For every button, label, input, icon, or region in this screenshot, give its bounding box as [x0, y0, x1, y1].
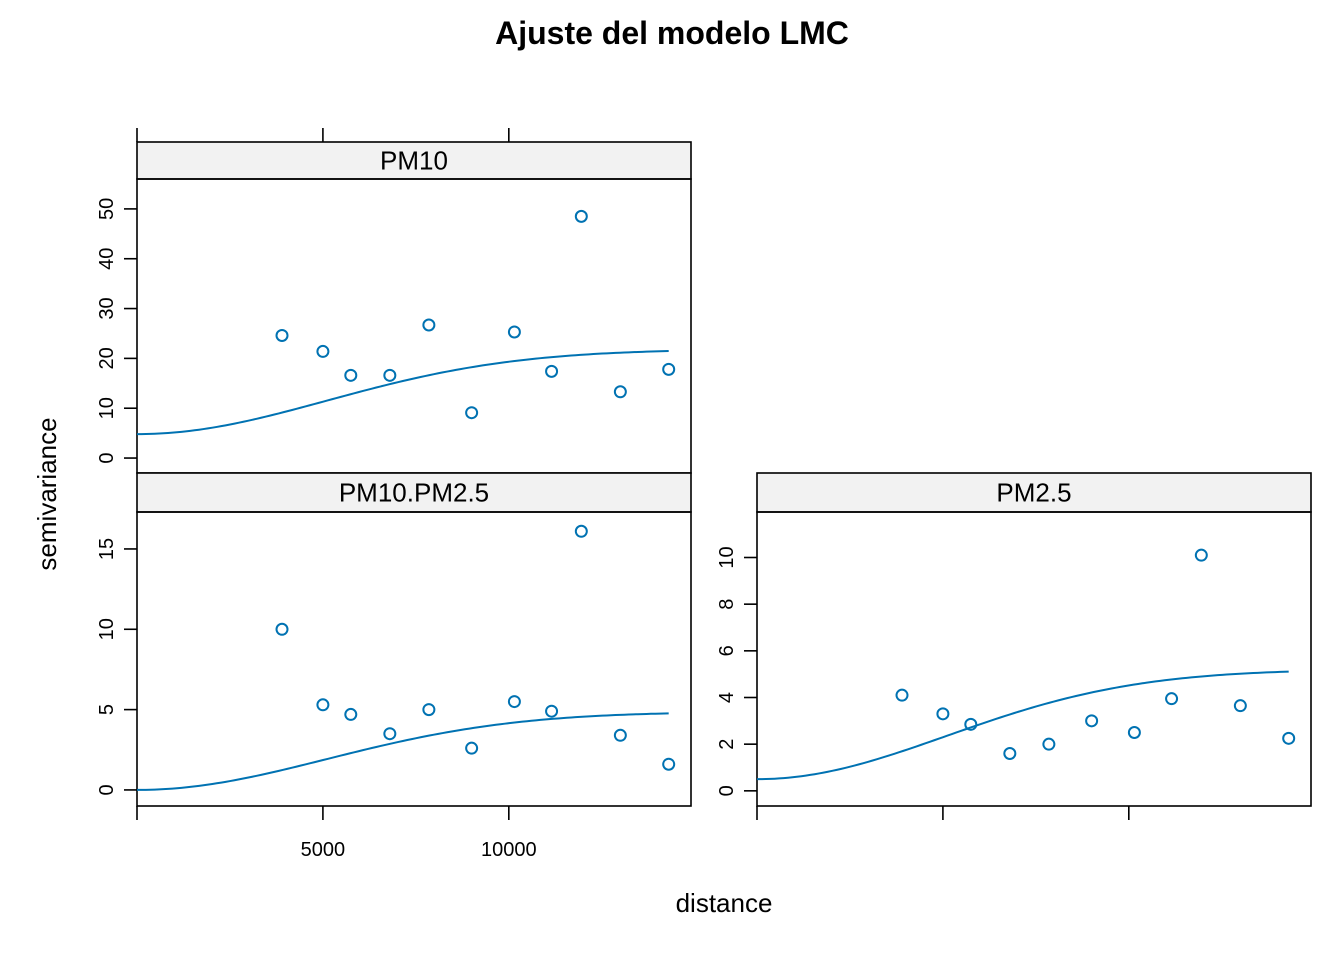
data-point — [316, 698, 330, 712]
data-point — [574, 209, 588, 223]
data-point — [465, 406, 479, 420]
data-point — [344, 368, 358, 382]
data-point — [316, 344, 330, 358]
y-tick-label: 40 — [96, 248, 118, 270]
y-tick-label: 10 — [716, 546, 738, 568]
y-tick-label: 4 — [716, 692, 738, 703]
y-tick-label: 10 — [96, 618, 118, 640]
panel-pm10: PM10 0 10 20 30 40 50 — [96, 128, 692, 474]
model-fit-line — [136, 350, 669, 436]
strip-label: PM2.5 — [996, 478, 1071, 508]
y-tick-label: 20 — [96, 347, 118, 369]
data-point — [465, 741, 479, 755]
y-tick-label: 8 — [716, 599, 738, 610]
y-tick-label: 0 — [716, 785, 738, 796]
y-tick-label: 0 — [96, 452, 118, 463]
data-point — [662, 362, 676, 376]
data-point — [422, 318, 436, 332]
panel-frame — [136, 511, 692, 807]
panel-pm2-5: PM2.5 0 2 4 6 8 10 — [716, 472, 1312, 820]
model-fit-line — [136, 712, 669, 791]
panel-frame — [756, 511, 1312, 807]
data-point — [275, 328, 289, 342]
data-point — [1042, 737, 1056, 751]
model-fit-line — [756, 670, 1289, 781]
data-point — [574, 524, 588, 538]
panel-frame — [136, 178, 692, 474]
data-point — [507, 325, 521, 339]
data-point — [1127, 726, 1141, 739]
data-point — [613, 728, 627, 742]
y-axis-label: semivariance — [32, 417, 62, 570]
strip-label: PM10.PM2.5 — [339, 478, 489, 508]
data-point — [1282, 731, 1296, 745]
strip-label: PM10 — [380, 146, 448, 176]
y-tick-label: 2 — [716, 739, 738, 750]
data-point — [1085, 714, 1099, 728]
x-tick-label: 10000 — [481, 839, 537, 861]
y-tick-label: 30 — [96, 297, 118, 319]
x-axis-label: distance — [676, 888, 773, 918]
x-tick-label: 5000 — [301, 839, 346, 861]
strip-background — [136, 141, 692, 180]
chart-title: Ajuste del modelo LMC — [495, 15, 849, 51]
data-point — [895, 688, 909, 702]
data-point — [1165, 692, 1179, 706]
data-point — [383, 727, 397, 741]
data-point — [507, 695, 521, 709]
y-tick-label: 6 — [716, 645, 738, 656]
data-point — [383, 368, 397, 382]
data-point — [1003, 747, 1017, 760]
data-point — [1194, 548, 1208, 562]
data-point — [613, 385, 627, 399]
data-point — [964, 717, 978, 731]
data-point — [1233, 699, 1247, 713]
data-point — [545, 704, 559, 718]
y-tick-label: 10 — [96, 397, 118, 419]
y-tick-label: 50 — [96, 198, 118, 220]
data-point — [275, 622, 289, 636]
data-point — [545, 364, 559, 378]
y-tick-label: 15 — [96, 538, 118, 560]
data-point — [936, 707, 950, 721]
y-tick-label: 5 — [96, 704, 118, 715]
data-point — [662, 757, 676, 771]
panel-pm10-pm2-5: PM10.PM2.5 0 5 10 15 5000 10000 — [96, 472, 692, 861]
y-tick-label: 0 — [96, 784, 118, 795]
data-point — [344, 707, 358, 721]
data-point — [422, 703, 436, 717]
